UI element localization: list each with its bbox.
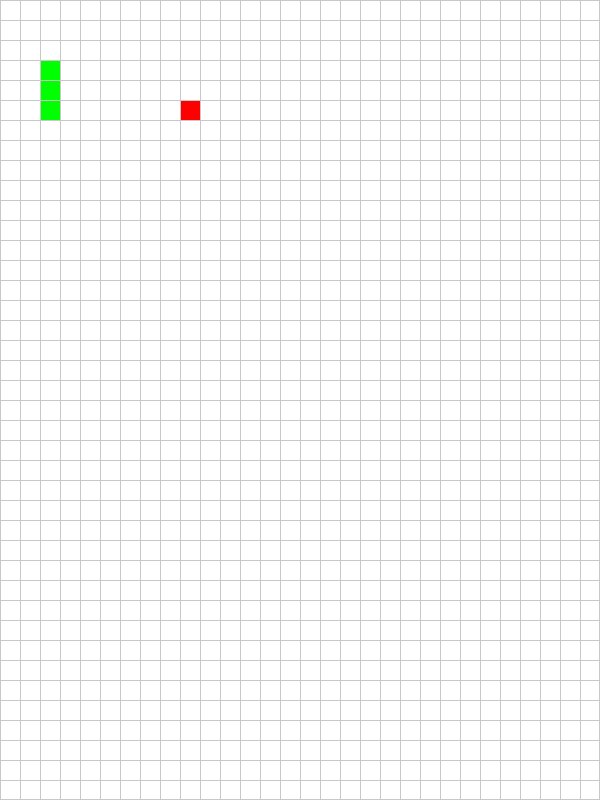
food-cell: [181, 101, 200, 120]
snake-head: [41, 61, 60, 80]
snake-segment: [41, 101, 60, 120]
snake-segment: [41, 81, 60, 100]
